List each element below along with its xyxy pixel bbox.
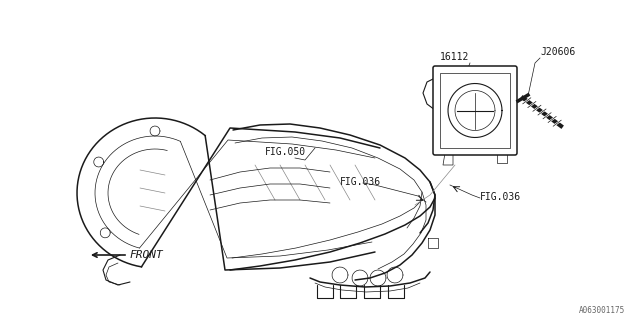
Text: 16112: 16112 [440, 52, 469, 62]
Text: A063001175: A063001175 [579, 306, 625, 315]
Text: FIG.036: FIG.036 [340, 177, 381, 187]
Text: J20606: J20606 [540, 47, 575, 57]
Text: FIG.036: FIG.036 [480, 192, 521, 202]
FancyBboxPatch shape [433, 66, 517, 155]
Text: FIG.050: FIG.050 [265, 147, 306, 157]
Text: FRONT: FRONT [130, 250, 164, 260]
